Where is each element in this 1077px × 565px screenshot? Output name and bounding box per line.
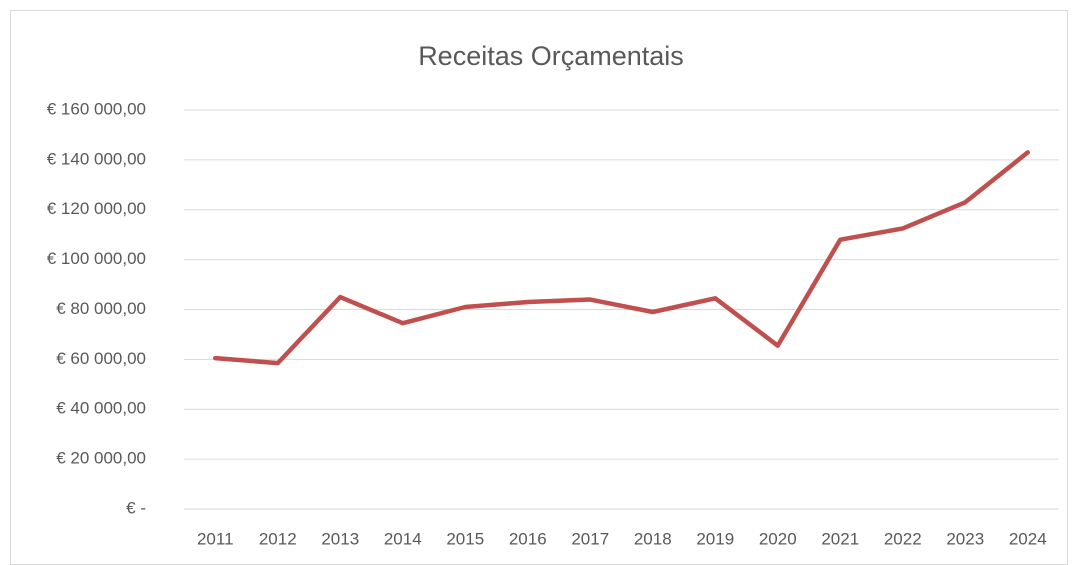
y-tick-label: € 160 000,00 [47,99,146,118]
x-tick-label: 2020 [759,529,797,548]
x-tick-label: 2021 [821,529,859,548]
series-line [213,150,1030,366]
x-tick-label: 2019 [696,529,734,548]
y-tick-label: € - [126,498,146,517]
y-tick-label: € 120 000,00 [47,199,146,218]
y-tick-label: € 60 000,00 [56,349,146,368]
x-tick-label: 2012 [259,529,297,548]
y-tick-label: € 140 000,00 [47,149,146,168]
y-tick-label: € 80 000,00 [56,299,146,318]
x-tick-label: 2018 [634,529,672,548]
x-tick-label: 2023 [946,529,984,548]
x-tick-label: 2016 [509,529,547,548]
y-tick-label: € 40 000,00 [56,399,146,418]
x-tick-label: 2014 [384,529,422,548]
x-tick-label: 2013 [321,529,359,548]
chart-title: Receitas Orçamentais [418,41,684,71]
y-tick-label: € 100 000,00 [47,249,146,268]
x-tick-label: 2022 [884,529,922,548]
x-tick-label: 2017 [571,529,609,548]
chart-border [10,10,1068,565]
x-tick-label: 2024 [1009,529,1047,548]
x-tick-label: 2011 [197,529,234,548]
y-tick-label: € 20 000,00 [56,449,146,468]
x-tick-label: 2015 [446,529,484,548]
